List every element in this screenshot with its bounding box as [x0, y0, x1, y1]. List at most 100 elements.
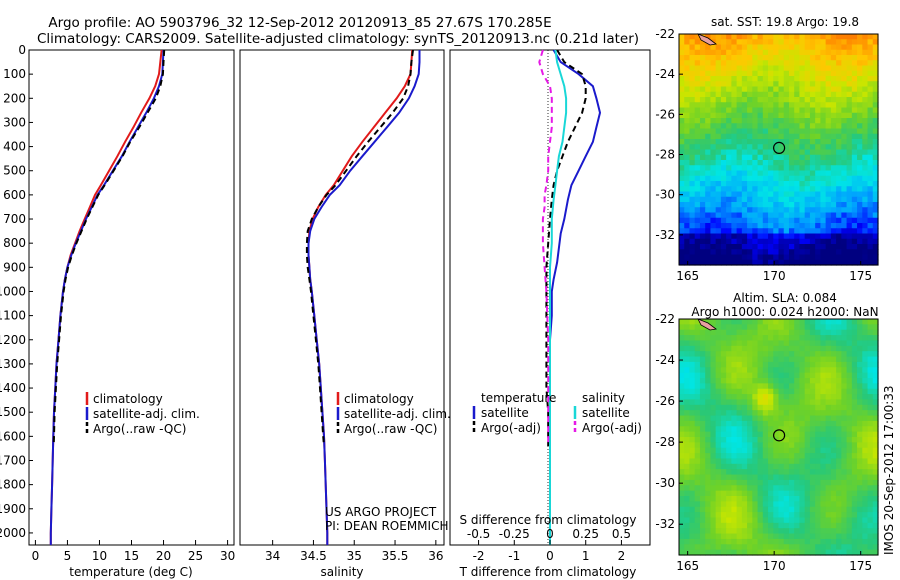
heatmap-cell [694, 217, 701, 224]
heatmap-cell [794, 107, 801, 114]
heatmap-cell [830, 324, 837, 331]
heatmap-cell [699, 442, 706, 449]
heatmap-cell [736, 458, 743, 465]
heatmap-cell [815, 549, 821, 556]
heatmap-cell [783, 144, 790, 151]
heatmap-cell [747, 223, 753, 229]
heatmap-cell [747, 128, 753, 135]
heatmap-cell [757, 420, 764, 427]
heatmap-cell [841, 522, 848, 529]
heatmap-cell [762, 420, 769, 427]
heatmap-cell [799, 431, 806, 438]
heatmap-cell [694, 196, 701, 203]
heatmap-cell [799, 319, 806, 325]
heatmap-cell [747, 191, 753, 198]
heatmap-cell [867, 55, 874, 61]
heatmap-cell [768, 426, 774, 433]
heatmap-cell [705, 217, 712, 224]
heatmap-cell [867, 463, 874, 470]
heatmap-cell [862, 394, 869, 401]
heatmap-cell [820, 112, 827, 119]
heatmap-cell [720, 437, 727, 443]
heatmap-cell [809, 549, 816, 556]
heatmap-cell [851, 496, 858, 502]
heatmap-cell [762, 170, 769, 177]
x-tick-label-top: 0 [546, 527, 554, 541]
heatmap-cell [867, 388, 874, 395]
heatmap-cell [778, 361, 785, 368]
heatmap-cell [757, 501, 764, 508]
heatmap-cell [752, 442, 759, 449]
heatmap-cell [710, 351, 717, 358]
heatmap-cell [815, 49, 821, 56]
heatmap-cell [741, 549, 748, 556]
heatmap-cell [841, 410, 848, 417]
heatmap-cell [741, 191, 748, 198]
heatmap-cell [820, 361, 827, 368]
heatmap-cell [830, 522, 837, 529]
heatmap-cell [867, 149, 874, 156]
heatmap-cell [720, 191, 727, 198]
heatmap-cell [731, 196, 738, 203]
legend-heading-salinity: salinity [582, 391, 625, 405]
heatmap-cell [788, 165, 795, 172]
heatmap-cell [836, 512, 842, 519]
heatmap-cell [747, 149, 753, 156]
heatmap-cell [867, 474, 874, 481]
heatmap-cell [679, 442, 685, 449]
heatmap-cell [862, 39, 869, 46]
heatmap-cell [679, 49, 685, 56]
heatmap-cell [857, 361, 863, 368]
heatmap-cell [720, 186, 727, 193]
heatmap-cell [679, 485, 685, 492]
heatmap-cell [825, 102, 832, 109]
heatmap-cell [857, 160, 863, 166]
heatmap-cell [867, 160, 874, 166]
heatmap-cell [830, 506, 837, 513]
heatmap-cell [689, 533, 696, 540]
heatmap-cell [710, 437, 717, 443]
heatmap-cell [783, 149, 790, 156]
heatmap-cell [867, 517, 874, 524]
heatmap-cell [851, 453, 858, 460]
heatmap-cell [841, 345, 848, 352]
heatmap-cell [841, 207, 848, 214]
heatmap-cell [762, 437, 769, 443]
heatmap-cell [846, 388, 853, 395]
heatmap-cell [851, 76, 858, 82]
heatmap-cell [841, 70, 848, 77]
heatmap-cell [710, 388, 717, 395]
heatmap-cell [679, 372, 685, 379]
heatmap-cell [794, 139, 801, 145]
heatmap-cell [857, 437, 863, 443]
heatmap-cell [830, 91, 837, 98]
heatmap-cell [699, 356, 706, 363]
heatmap-cell [846, 238, 853, 245]
heatmap-cell [846, 254, 853, 261]
heatmap-cell [752, 81, 759, 88]
heatmap-cell [857, 544, 863, 551]
heatmap-cell [809, 160, 816, 166]
heatmap-cell [768, 528, 774, 535]
heatmap-cell [778, 181, 785, 187]
heatmap-cell [773, 107, 780, 114]
heatmap-cell [710, 345, 717, 352]
heatmap-cell [788, 249, 795, 256]
heatmap-cell [699, 420, 706, 427]
heatmap-cell [710, 517, 717, 524]
heatmap-cell [830, 549, 837, 556]
heatmap-cell [794, 70, 801, 77]
heatmap-cell [736, 474, 743, 481]
heatmap-cell [752, 345, 759, 352]
heatmap-cell [783, 388, 790, 395]
heatmap-cell [815, 410, 821, 417]
heatmap-cell [731, 128, 738, 135]
heatmap-cell [679, 453, 685, 460]
heatmap-cell [731, 181, 738, 187]
heatmap-cell [851, 133, 858, 140]
heatmap-cell [726, 70, 732, 77]
heatmap-cell [846, 410, 853, 417]
heatmap-cell [783, 39, 790, 46]
heatmap-cell [757, 474, 764, 481]
heatmap-cell [684, 102, 691, 109]
